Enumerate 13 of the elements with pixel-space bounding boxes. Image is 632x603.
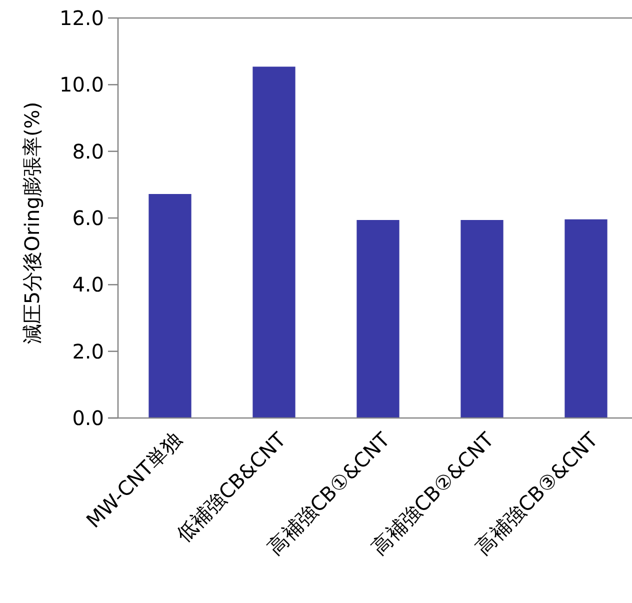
y-tick-label: 8.0	[72, 139, 104, 164]
y-tick-label: 6.0	[72, 206, 104, 230]
y-axis-title: 減圧5分後Oring膨張率(%)	[20, 102, 44, 344]
y-tick-label: 0.0	[72, 406, 104, 430]
bar	[356, 220, 400, 418]
y-tick-label: 10.0	[59, 72, 104, 97]
y-tick-label: 4.0	[72, 272, 104, 297]
bar	[564, 219, 608, 418]
y-tick-label: 2.0	[72, 339, 104, 364]
bar	[460, 220, 504, 418]
y-tick-label: 12.0	[59, 6, 104, 30]
bar	[148, 194, 192, 418]
bar	[252, 66, 296, 418]
